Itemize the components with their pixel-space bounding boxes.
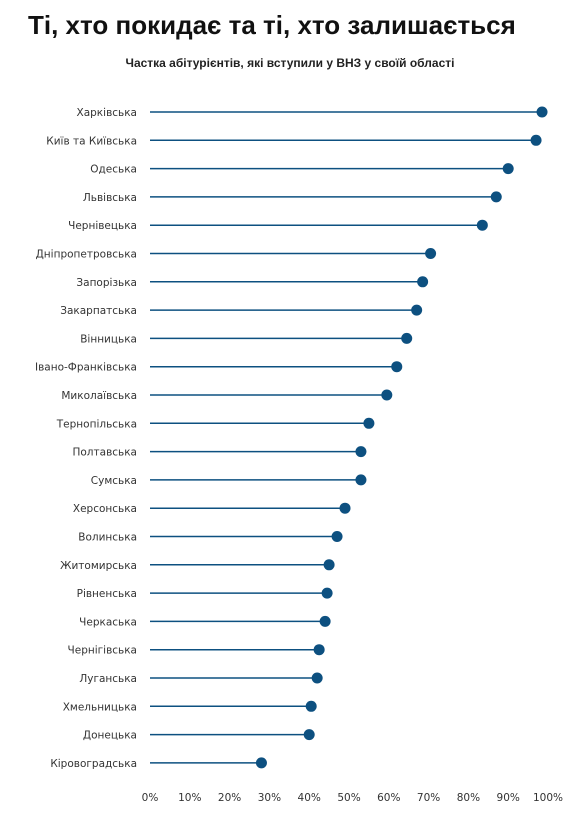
lollipop-point[interactable] xyxy=(313,644,325,656)
category-label: Рівненська xyxy=(77,588,137,600)
category-label: Івано-Франківська xyxy=(35,362,137,374)
category-label: Миколаївська xyxy=(61,390,137,402)
category-label: Хмельницька xyxy=(63,701,137,713)
category-label: Житомирська xyxy=(60,560,137,572)
lollipop-point[interactable] xyxy=(331,531,343,542)
chart-rows: Харківська Київ та Київська Одеська Львівсь… xyxy=(35,106,548,770)
category-label: Сумська xyxy=(91,475,137,487)
lollipop-point[interactable] xyxy=(417,276,429,288)
x-tick-label: 60% xyxy=(377,792,400,804)
x-tick-label: 100% xyxy=(533,792,563,804)
category-label: Волинська xyxy=(78,532,137,544)
lollipop-point[interactable] xyxy=(401,332,413,344)
lollipop-point[interactable] xyxy=(536,106,548,118)
x-tick-label: 40% xyxy=(298,792,321,804)
chart-subtitle: Частка абітурієнтів, які вступили у ВНЗ … xyxy=(125,56,455,70)
category-label: Закарпатська xyxy=(60,305,137,317)
lollipop-point[interactable] xyxy=(490,191,502,203)
category-label: Кіровоградська xyxy=(50,758,137,770)
category-label: Полтавська xyxy=(72,447,137,459)
category-label: Харківська xyxy=(77,107,137,119)
lollipop-point[interactable] xyxy=(502,163,514,175)
category-label: Дніпропетровська xyxy=(36,249,137,261)
x-tick-label: 30% xyxy=(258,792,281,804)
category-label: Чернігівська xyxy=(68,645,137,657)
lollipop-point[interactable] xyxy=(363,417,375,429)
category-label: Одеська xyxy=(90,164,137,176)
lollipop-point[interactable] xyxy=(311,672,323,684)
chart-title: Ті, хто покидає та ті, хто залишається xyxy=(28,10,516,40)
lollipop-point[interactable] xyxy=(391,361,403,373)
category-label: Луганська xyxy=(79,673,137,685)
lollipop-point[interactable] xyxy=(381,389,393,401)
x-axis-ticks: 0% 10% 20% 30% 40% 50% 60% 70% 80% 90% 100% xyxy=(142,792,563,804)
category-label: Вінницька xyxy=(80,333,137,345)
lollipop-point[interactable] xyxy=(323,559,335,571)
lollipop-point[interactable] xyxy=(321,587,333,599)
lollipop-point[interactable] xyxy=(255,757,267,769)
x-tick-label: 50% xyxy=(337,792,360,804)
category-label: Тернопільська xyxy=(56,418,137,430)
x-tick-label: 70% xyxy=(417,792,440,804)
x-tick-label: 90% xyxy=(497,792,520,804)
lollipop-point[interactable] xyxy=(476,219,488,231)
lollipop-point[interactable] xyxy=(355,474,367,486)
category-label: Київ та Київська xyxy=(46,135,137,147)
category-label: Запорізька xyxy=(76,277,137,289)
category-label: Донецька xyxy=(83,730,137,742)
lollipop-point[interactable] xyxy=(425,248,437,259)
lollipop-point[interactable] xyxy=(339,502,351,514)
lollipop-point[interactable] xyxy=(305,700,317,712)
category-label: Черкаська xyxy=(79,616,137,628)
x-tick-label: 80% xyxy=(457,792,480,804)
lollipop-point[interactable] xyxy=(530,134,542,146)
category-label: Львівська xyxy=(83,192,137,204)
x-tick-label: 20% xyxy=(218,792,241,804)
x-tick-label: 10% xyxy=(178,792,201,804)
x-tick-label: 0% xyxy=(142,792,159,804)
lollipop-point[interactable] xyxy=(355,446,367,458)
lollipop-point[interactable] xyxy=(303,729,315,741)
category-label: Херсонська xyxy=(73,503,137,515)
lollipop-point[interactable] xyxy=(319,615,331,627)
category-label: Чернівецька xyxy=(68,220,137,232)
lollipop-point[interactable] xyxy=(411,304,423,316)
